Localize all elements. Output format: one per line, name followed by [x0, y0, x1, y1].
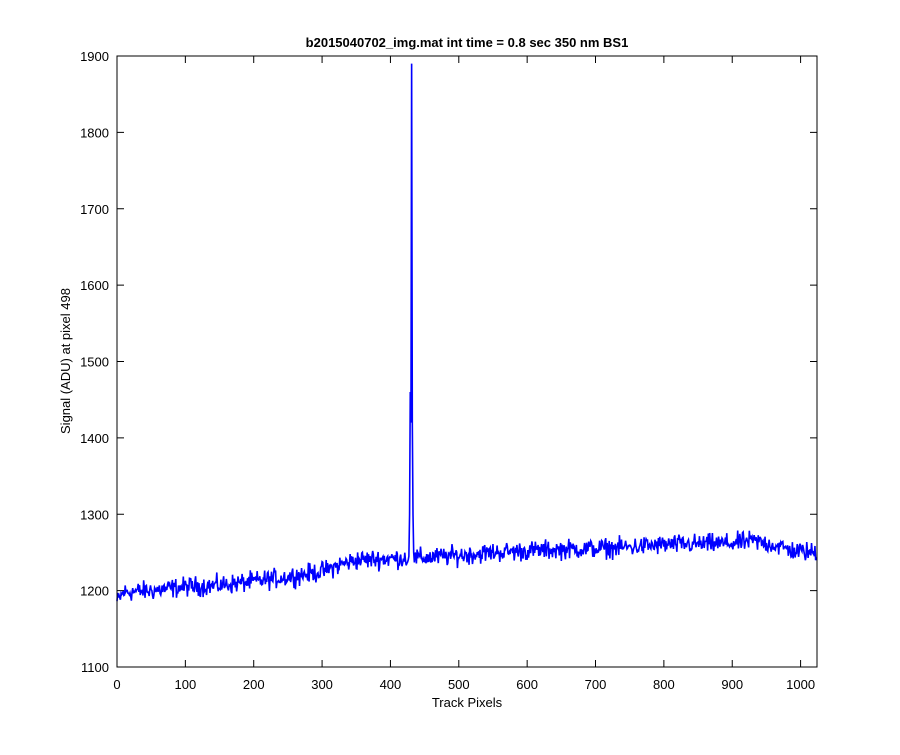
axis-tick-labels: 0 100 200 300 400 500 600 700 800 900 1000 1100 1200…	[80, 49, 815, 692]
x-tick-label: 600	[516, 677, 538, 692]
y-axis-label: Signal (ADU) at pixel 498	[58, 288, 73, 434]
x-tick-label: 0	[113, 677, 120, 692]
y-tick-label: 1900	[80, 49, 109, 64]
series-line	[116, 63, 818, 602]
x-tick-label: 200	[243, 677, 265, 692]
y-tick-label: 1200	[80, 584, 109, 599]
x-tick-label: 500	[448, 677, 470, 692]
y-tick-label: 1500	[80, 355, 109, 370]
x-tick-label: 300	[311, 677, 333, 692]
plot-background	[117, 56, 817, 667]
x-tick-label: 400	[380, 677, 402, 692]
plot-frame	[116, 55, 818, 668]
y-tick-label: 1300	[80, 507, 109, 522]
x-axis-label: Track Pixels	[432, 695, 503, 710]
x-tick-label: 900	[721, 677, 743, 692]
y-tick-label: 1700	[80, 202, 109, 217]
x-tick-label: 700	[585, 677, 607, 692]
y-tick-label: 1400	[80, 431, 109, 446]
x-tick-label: 100	[175, 677, 197, 692]
x-tick-label: 1000	[786, 677, 815, 692]
chart-title: b2015040702_img.mat int time = 0.8 sec 3…	[306, 35, 629, 50]
y-tick-label: 1100	[81, 660, 109, 675]
y-tick-label: 1800	[80, 125, 109, 140]
x-tick-label: 800	[653, 677, 675, 692]
y-tick-label: 1600	[80, 278, 109, 293]
